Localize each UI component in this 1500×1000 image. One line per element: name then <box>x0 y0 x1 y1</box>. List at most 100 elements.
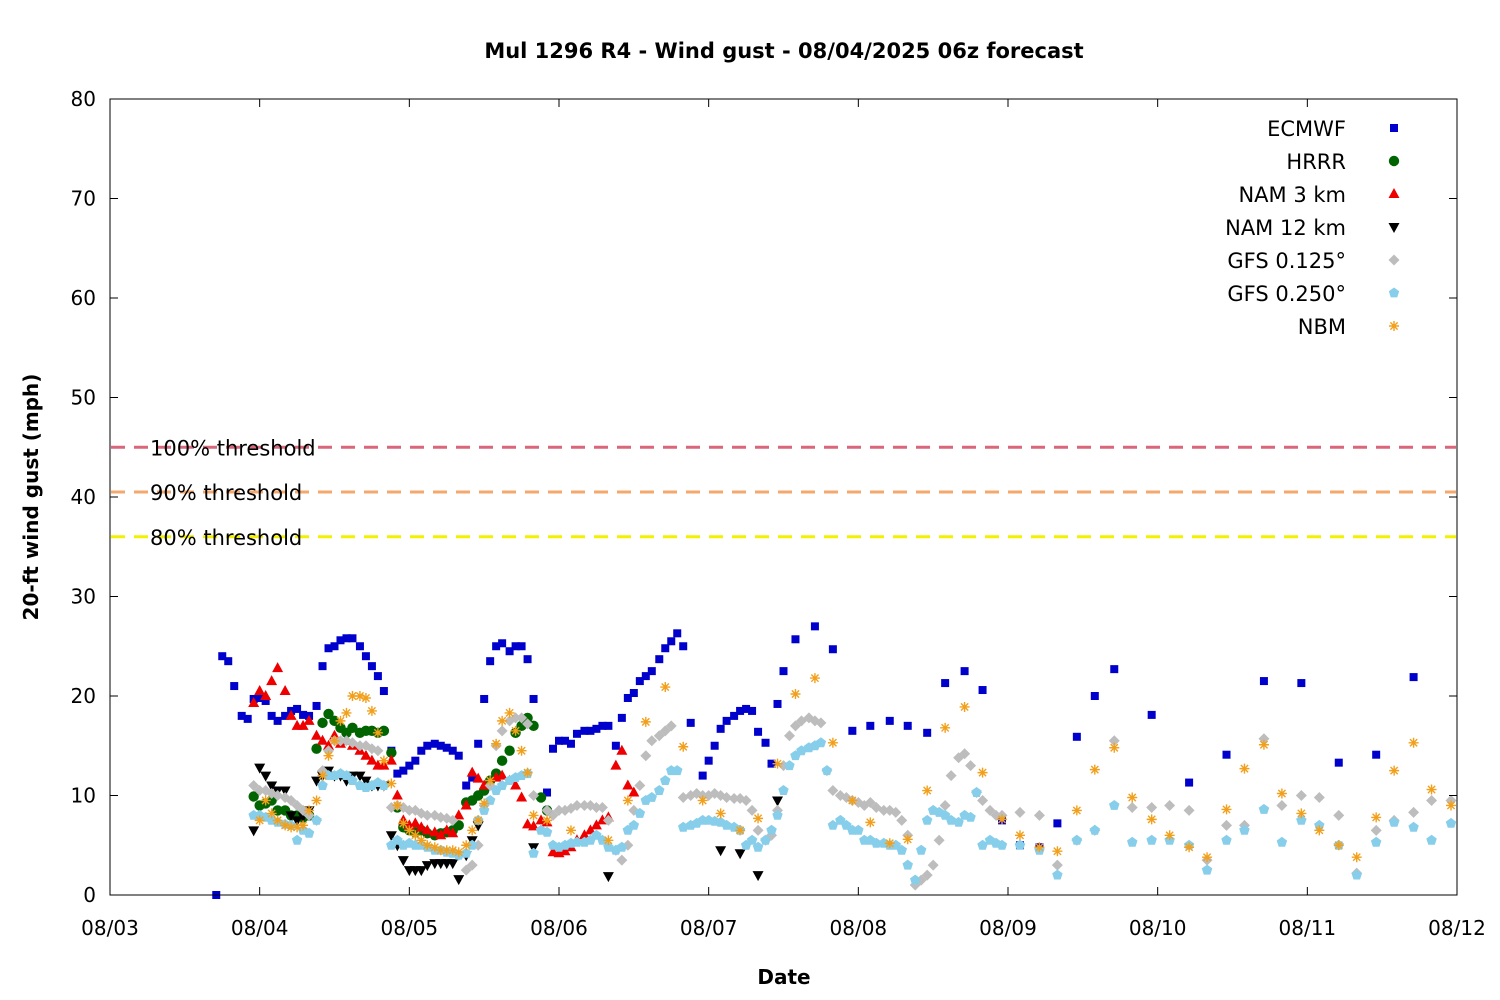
x-tick-label: 08/12 <box>1428 916 1486 940</box>
data-point-ecmwf <box>611 741 620 750</box>
data-point-nbm <box>772 758 783 769</box>
data-point-gfs-0-250 <box>1445 817 1457 828</box>
data-point-ecmwf <box>722 716 731 725</box>
data-point-ecmwf <box>560 736 569 745</box>
data-point-nbm <box>422 840 433 851</box>
data-point-gfs-0-125 <box>878 804 890 816</box>
data-point-nam-12-km <box>354 771 366 782</box>
data-point-gfs-0-250 <box>1388 816 1400 827</box>
data-point-nam-3-km <box>303 714 315 725</box>
data-point-ecmwf <box>773 699 782 708</box>
data-point-gfs-0-250 <box>528 847 539 858</box>
data-point-nam-3-km <box>317 734 329 745</box>
x-axis: 08/03 08/04 08/05 08/06 08/07 08/08 08/09 08/10… <box>81 99 1486 940</box>
data-point-nbm <box>372 727 383 738</box>
series-nbm <box>254 673 1457 863</box>
data-point-gfs-0-250 <box>1127 836 1138 847</box>
data-point-gfs-0-250 <box>1276 836 1288 847</box>
data-point-ecmwf <box>373 672 382 681</box>
data-point-gfs-0-125 <box>1146 801 1158 813</box>
data-point-ecmwf <box>791 635 800 644</box>
data-point-nbm <box>640 716 651 727</box>
data-point-nbm <box>260 795 271 806</box>
data-point-gfs-0-250 <box>921 814 933 825</box>
legend-marker-nam-3-km <box>1388 188 1400 198</box>
data-point-nbm <box>404 825 415 836</box>
data-point-gfs-0-125 <box>933 834 945 846</box>
data-point-ecmwf <box>529 694 538 703</box>
data-point-nbm <box>753 813 764 824</box>
data-point-nam-12-km <box>248 826 260 837</box>
data-point-gfs-0-250 <box>1296 814 1307 825</box>
data-point-nbm <box>447 845 458 856</box>
data-point-nam-12-km <box>360 776 372 787</box>
legend-label-nam-3-km: NAM 3 km <box>1238 183 1346 207</box>
data-point-ecmwf <box>442 743 451 752</box>
data-point-nam-12-km <box>279 786 291 797</box>
data-point-nbm <box>254 815 265 826</box>
data-point-ecmwf <box>474 739 483 748</box>
data-point-gfs-0-125 <box>553 804 565 816</box>
data-point-nam-3-km <box>516 791 528 802</box>
data-point-nbm <box>902 834 913 845</box>
data-point-nbm <box>1052 846 1063 857</box>
x-tick-label: 08/05 <box>381 916 439 940</box>
data-point-ecmwf <box>224 657 233 666</box>
data-point-ecmwf <box>903 721 912 730</box>
data-point-nam-3-km <box>311 729 323 740</box>
data-point-nbm <box>735 825 746 836</box>
data-point-gfs-0-125 <box>1014 806 1026 818</box>
data-point-nam-3-km <box>622 779 634 790</box>
data-point-nbm <box>1446 800 1457 811</box>
data-point-nbm <box>922 785 933 796</box>
data-point-nbm <box>660 682 671 693</box>
data-point-gfs-0-125 <box>740 794 752 806</box>
data-point-nam-3-km <box>285 709 297 720</box>
data-point-ecmwf <box>623 693 632 702</box>
data-point-nbm <box>603 835 614 846</box>
data-point-nbm <box>697 795 708 806</box>
y-tick-label: 70 <box>71 187 96 211</box>
y-axis-label: 20-ft wind gust (mph) <box>19 374 43 621</box>
data-point-ecmwf <box>1072 732 1081 741</box>
legend-marker-ecmwf <box>1390 124 1398 132</box>
data-point-nbm <box>323 750 334 761</box>
data-point-gfs-0-125 <box>815 717 827 729</box>
x-tick-label: 08/06 <box>530 916 588 940</box>
data-point-ecmwf <box>243 714 252 723</box>
data-point-ecmwf <box>629 689 638 698</box>
data-point-ecmwf <box>312 701 321 710</box>
x-tick-label: 08/03 <box>81 916 139 940</box>
data-point-nbm <box>298 820 309 831</box>
data-point-nbm <box>473 815 484 826</box>
data-point-nbm <box>435 845 446 856</box>
data-point-hrrr <box>323 708 334 720</box>
data-point-nbm <box>522 767 533 778</box>
data-point-ecmwf <box>848 726 857 735</box>
y-tick-label: 20 <box>71 684 96 708</box>
data-point-nbm <box>542 815 553 826</box>
data-point-gfs-0-250 <box>815 737 827 748</box>
data-point-ecmwf <box>454 751 463 760</box>
data-point-nbm <box>1109 742 1120 753</box>
data-point-gfs-0-250 <box>796 745 807 756</box>
x-tick-label: 08/04 <box>231 916 289 940</box>
data-point-nbm <box>1296 808 1307 819</box>
data-point-hrrr <box>386 747 397 758</box>
data-point-nam-3-km <box>610 759 622 770</box>
data-point-gfs-0-250 <box>835 814 846 825</box>
data-point-gfs-0-125 <box>890 806 902 818</box>
data-point-nam-3-km <box>447 827 459 838</box>
data-point-nam-3-km <box>453 809 465 820</box>
data-point-ecmwf <box>293 704 302 713</box>
data-point-ecmwf <box>492 642 501 651</box>
data-point-gfs-0-125 <box>1276 799 1288 811</box>
data-point-nam-3-km <box>628 786 640 797</box>
data-point-hrrr <box>453 820 464 831</box>
chart-title: Mul 1296 R4 - Wind gust - 08/04/2025 06z… <box>484 39 1083 63</box>
y-tick-label: 0 <box>83 883 96 907</box>
data-point-gfs-0-250 <box>896 844 907 855</box>
data-point-nbm <box>565 825 576 836</box>
data-point-hrrr <box>311 743 322 754</box>
data-point-ecmwf <box>218 652 227 661</box>
